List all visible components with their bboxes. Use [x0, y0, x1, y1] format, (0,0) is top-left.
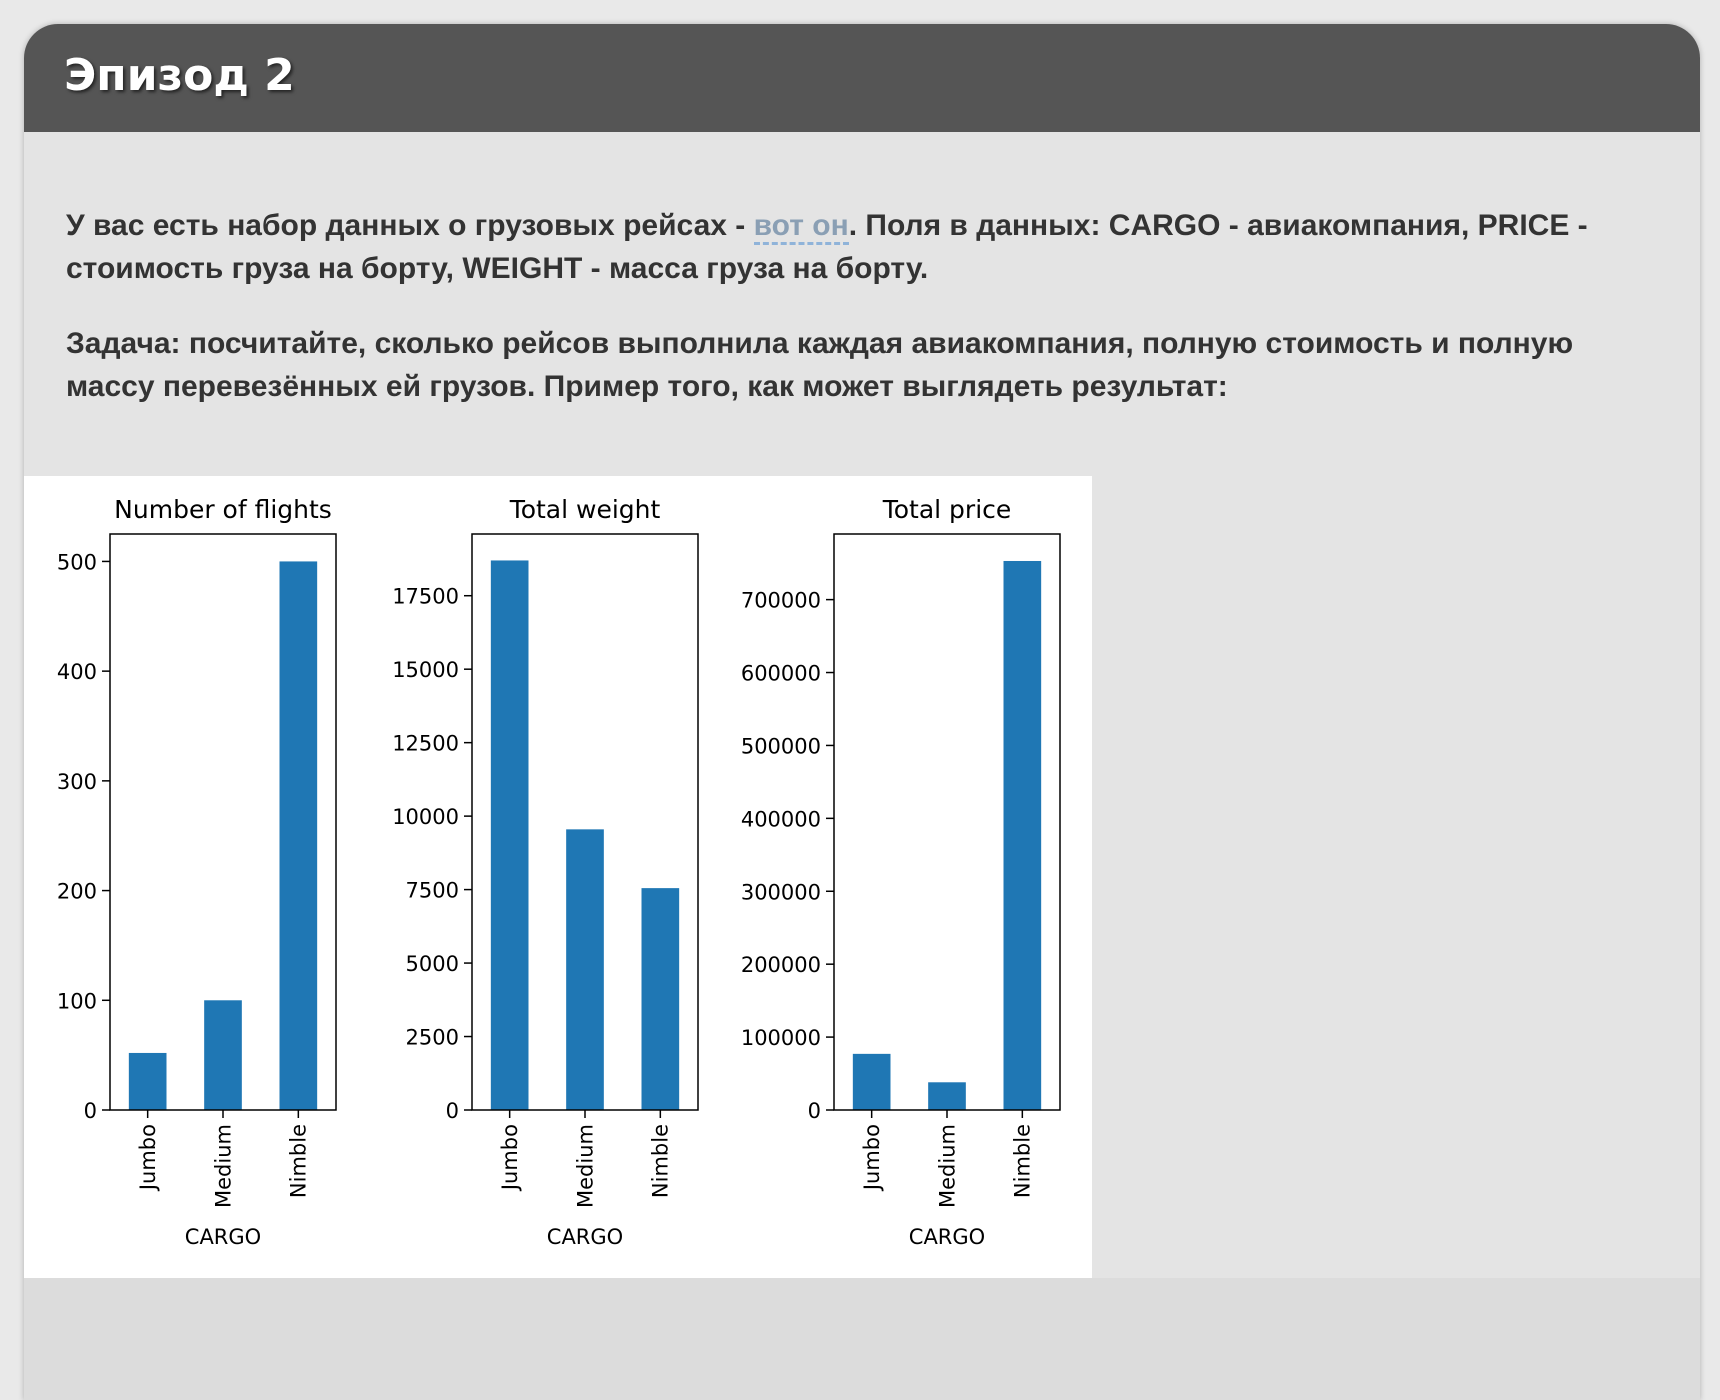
- task-paragraph: Задача: посчитайте, сколько рейсов выпол…: [66, 327, 1574, 403]
- y-tick-label: 15000: [392, 658, 459, 682]
- x-axis-label: CARGO: [547, 1225, 623, 1249]
- y-tick-label: 0: [808, 1099, 821, 1123]
- x-tick-label: Nimble: [1011, 1124, 1035, 1198]
- dataset-text-after: . Поля в данных: CARGO - авиакомпания, P…: [66, 209, 1588, 285]
- x-tick-label: Medium: [211, 1124, 235, 1208]
- y-tick-label: 17500: [392, 585, 459, 609]
- bar-nimble: [641, 888, 680, 1110]
- bar-medium: [204, 1000, 242, 1110]
- x-tick-label: Nimble: [649, 1124, 673, 1198]
- y-tick-label: 200000: [741, 953, 821, 977]
- y-tick-label: 5000: [406, 952, 459, 976]
- bar-nimble: [279, 561, 318, 1110]
- x-tick-label: Jumbo: [136, 1124, 160, 1192]
- x-tick-label: Medium: [573, 1124, 597, 1208]
- chart-title: Total weight: [509, 495, 661, 524]
- dataset-text-before: У вас есть набор данных о грузовых рейса…: [66, 209, 754, 242]
- y-tick-label: 500000: [741, 734, 821, 758]
- card-header: Эпизод 2: [24, 24, 1700, 132]
- y-tick-label: 0: [446, 1099, 459, 1123]
- y-tick-label: 500: [57, 550, 97, 574]
- y-tick-label: 300000: [741, 880, 821, 904]
- bar-jumbo: [490, 560, 529, 1110]
- y-tick-label: 300: [57, 770, 97, 794]
- bar-medium: [566, 829, 604, 1110]
- bar-jumbo: [852, 1053, 891, 1110]
- x-tick-label: Jumbo: [498, 1124, 522, 1192]
- episode-title: Эпизод 2: [64, 50, 295, 101]
- y-tick-label: 0: [84, 1099, 97, 1123]
- x-tick-label: Nimble: [287, 1124, 311, 1198]
- y-tick-label: 10000: [392, 805, 459, 829]
- bar-charts: Number of flights 0 100 200 300 400 500 Jumbo Me…: [57, 495, 1061, 1249]
- chart-title: Total price: [882, 495, 1012, 524]
- y-tick-label: 7500: [406, 879, 459, 903]
- y-tick-label: 700000: [741, 589, 821, 613]
- x-axis-label: CARGO: [909, 1225, 985, 1249]
- y-tick-label: 400000: [741, 807, 821, 831]
- y-tick-label: 400: [57, 660, 97, 684]
- dataset-paragraph: У вас есть набор данных о грузовых рейса…: [66, 204, 1666, 290]
- x-tick-label: Jumbo: [860, 1124, 884, 1192]
- y-tick-label: 200: [57, 880, 97, 904]
- chart-title: Number of flights: [114, 495, 332, 524]
- dataset-link[interactable]: вот он: [753, 209, 849, 245]
- bar-nimble: [1003, 560, 1042, 1110]
- y-tick-label: 12500: [392, 732, 459, 756]
- y-tick-label: 100: [57, 989, 97, 1013]
- x-tick-label: Medium: [935, 1124, 959, 1208]
- x-axis-label: CARGO: [185, 1225, 261, 1249]
- result-figure: Number of flights 0 100 200 300 400 500 Jumbo Me…: [24, 476, 1092, 1278]
- bar-medium: [928, 1082, 966, 1110]
- task-description: У вас есть набор данных о грузовых рейса…: [66, 204, 1666, 408]
- bar-jumbo: [128, 1052, 167, 1110]
- y-tick-label: 100000: [741, 1026, 821, 1050]
- footer-band: [24, 1278, 1700, 1400]
- y-tick-label: 600000: [741, 662, 821, 686]
- y-tick-label: 2500: [406, 1026, 459, 1050]
